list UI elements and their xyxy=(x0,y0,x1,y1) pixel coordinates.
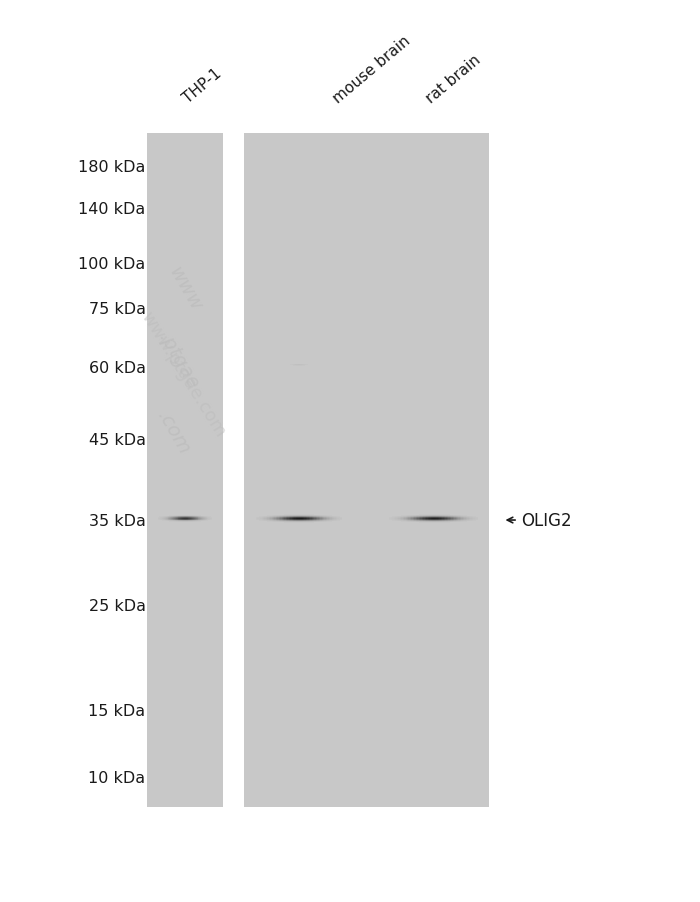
Text: 75 kDa: 75 kDa xyxy=(89,302,146,317)
Text: www: www xyxy=(165,263,206,314)
Text: .com: .com xyxy=(153,408,194,458)
Text: 35 kDa: 35 kDa xyxy=(89,514,146,529)
Text: .ptgae: .ptgae xyxy=(155,329,202,392)
Text: 45 kDa: 45 kDa xyxy=(89,433,146,447)
Text: OLIG2: OLIG2 xyxy=(522,511,572,529)
Text: 60 kDa: 60 kDa xyxy=(89,361,146,375)
Text: THP-1: THP-1 xyxy=(181,66,225,106)
Bar xyxy=(244,133,489,807)
Text: mouse brain: mouse brain xyxy=(330,33,413,106)
Text: www.ptgae.com: www.ptgae.com xyxy=(137,308,230,440)
Text: 180 kDa: 180 kDa xyxy=(78,160,146,174)
Bar xyxy=(147,133,223,807)
Text: 100 kDa: 100 kDa xyxy=(78,257,146,272)
Text: 140 kDa: 140 kDa xyxy=(78,202,146,216)
Text: 15 kDa: 15 kDa xyxy=(88,704,146,718)
Text: rat brain: rat brain xyxy=(423,52,483,106)
Text: 10 kDa: 10 kDa xyxy=(88,770,146,785)
Text: 25 kDa: 25 kDa xyxy=(89,599,146,613)
